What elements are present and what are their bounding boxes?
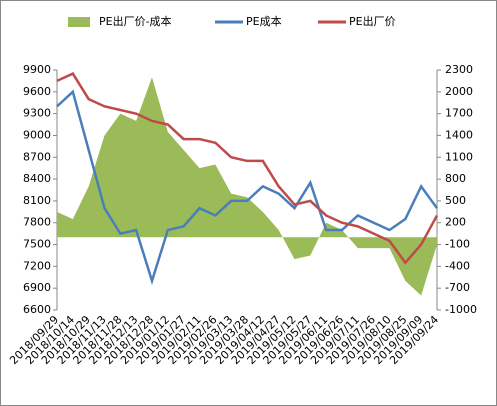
y2-tick-label: 200 bbox=[445, 216, 466, 229]
y2-tick-label: -400 bbox=[445, 259, 470, 272]
y-tick-label: 9900 bbox=[23, 63, 51, 76]
line bbox=[56, 72, 439, 265]
legend-label: PE出厂价 bbox=[349, 14, 396, 28]
y-tick-label: 8100 bbox=[23, 194, 51, 207]
y-tick-label: 9000 bbox=[23, 128, 51, 141]
y2-tick-label: 1400 bbox=[445, 128, 473, 141]
y2-tick-label: 2000 bbox=[445, 85, 473, 98]
y-tick-label: 6600 bbox=[23, 303, 51, 316]
y-tick-label: 7200 bbox=[23, 259, 51, 272]
legend-label: PE成本 bbox=[246, 14, 282, 28]
y2-tick-label: -700 bbox=[445, 281, 470, 294]
y-tick-label: 7800 bbox=[23, 216, 51, 229]
y-tick-label: 7500 bbox=[23, 238, 51, 251]
y2-tick-label: -100 bbox=[445, 238, 470, 251]
legend-swatch bbox=[68, 17, 90, 27]
y2-tick-label: 1700 bbox=[445, 107, 473, 120]
y2-tick-label: 2300 bbox=[445, 63, 473, 76]
y2-tick-label: 1100 bbox=[445, 150, 473, 163]
y-tick-label: 6900 bbox=[23, 281, 51, 294]
area bbox=[57, 77, 437, 296]
y-tick-label: 8700 bbox=[23, 150, 51, 163]
y2-tick-label: 500 bbox=[445, 194, 466, 207]
line bbox=[56, 89, 439, 286]
y2-tick-label: 800 bbox=[445, 172, 466, 185]
y-tick-label: 9600 bbox=[23, 85, 51, 98]
y-tick-label: 8400 bbox=[23, 172, 51, 185]
y-tick-label: 9300 bbox=[23, 107, 51, 120]
legend-label: PE出厂价-成本 bbox=[99, 14, 172, 28]
y2-tick-label: -1000 bbox=[445, 303, 477, 316]
